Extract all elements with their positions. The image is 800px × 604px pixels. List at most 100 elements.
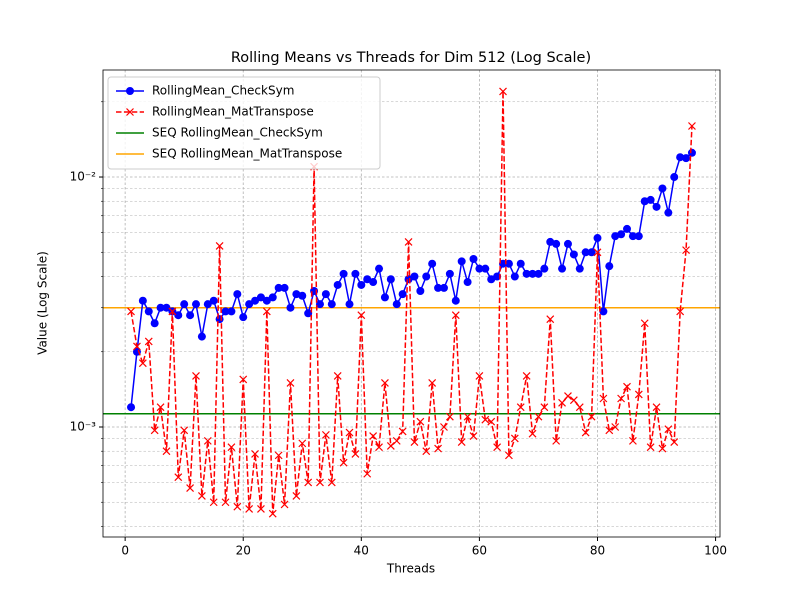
marker: [516, 403, 525, 412]
marker: [203, 300, 212, 309]
marker: [357, 311, 366, 320]
marker: [658, 444, 667, 453]
x-tick-label: 20: [236, 544, 251, 558]
chart-title: Rolling Means vs Threads for Dim 512 (Lo…: [231, 50, 591, 66]
marker: [144, 307, 153, 316]
marker: [144, 337, 153, 346]
marker: [493, 443, 502, 452]
marker: [528, 269, 537, 278]
marker: [487, 417, 496, 426]
marker: [410, 272, 419, 281]
marker: [233, 290, 242, 299]
x-tick-label: 80: [590, 544, 605, 558]
marker: [186, 484, 195, 492]
x-tick-label: 100: [704, 544, 727, 558]
marker: [304, 478, 313, 487]
marker: [611, 423, 620, 431]
marker: [646, 195, 655, 204]
marker: [475, 264, 484, 273]
marker: [481, 415, 490, 424]
marker: [298, 291, 307, 300]
marker: [469, 432, 478, 440]
marker: [428, 379, 437, 387]
marker: [499, 259, 508, 268]
marker: [256, 293, 265, 302]
marker: [162, 303, 171, 312]
marker: [587, 248, 596, 257]
marker: [351, 269, 360, 278]
marker: [221, 498, 230, 507]
marker: [150, 319, 159, 328]
marker: [469, 254, 478, 263]
marker: [457, 257, 466, 266]
series-line: [130, 91, 693, 514]
marker: [209, 296, 218, 305]
marker: [156, 303, 165, 312]
marker: [440, 423, 448, 431]
marker: [516, 259, 525, 268]
marker: [386, 275, 395, 284]
marker: [439, 283, 448, 292]
marker: [239, 375, 248, 384]
marker: [658, 184, 667, 193]
marker: [203, 436, 212, 445]
marker: [564, 392, 572, 400]
marker: [534, 412, 543, 421]
marker: [268, 293, 277, 302]
marker: [174, 473, 183, 482]
marker: [676, 307, 685, 316]
marker: [634, 232, 643, 241]
marker: [522, 372, 531, 380]
marker: [251, 296, 260, 305]
marker: [239, 313, 248, 322]
marker: [174, 311, 183, 320]
marker: [404, 237, 413, 246]
marker: [138, 296, 147, 305]
marker: [463, 412, 472, 421]
marker: [528, 429, 537, 438]
marker: [664, 208, 673, 217]
marker: [475, 372, 484, 380]
marker: [670, 173, 679, 182]
marker: [623, 224, 632, 233]
marker: [392, 300, 401, 309]
marker: [617, 394, 626, 403]
marker: [321, 430, 330, 439]
marker: [298, 439, 307, 448]
marker: [315, 300, 324, 309]
marker: [451, 311, 460, 320]
marker: [392, 436, 401, 445]
marker: [345, 428, 354, 437]
marker: [522, 269, 531, 278]
marker: [375, 443, 383, 452]
marker: [333, 280, 342, 289]
legend-marker: [126, 108, 134, 116]
marker: [339, 458, 348, 467]
marker: [369, 432, 378, 440]
marker: [410, 438, 419, 447]
marker: [233, 502, 242, 511]
marker: [575, 403, 584, 412]
marker: [262, 307, 271, 316]
marker: [363, 469, 372, 478]
marker: [434, 283, 443, 292]
marker: [333, 372, 342, 380]
marker: [197, 491, 206, 500]
marker: [652, 403, 661, 412]
marker: [682, 246, 690, 255]
marker: [463, 278, 472, 287]
marker: [180, 426, 189, 435]
plot-area: [103, 87, 720, 518]
marker: [688, 122, 696, 130]
marker: [581, 428, 590, 437]
marker: [227, 307, 236, 316]
marker: [257, 505, 265, 513]
marker: [434, 444, 442, 453]
marker: [552, 239, 561, 248]
legend-label: SEQ RollingMean_CheckSym: [152, 126, 323, 140]
marker: [652, 202, 661, 211]
marker: [375, 264, 384, 273]
marker: [133, 342, 141, 351]
legend-box: [107, 76, 381, 170]
marker: [605, 262, 614, 271]
